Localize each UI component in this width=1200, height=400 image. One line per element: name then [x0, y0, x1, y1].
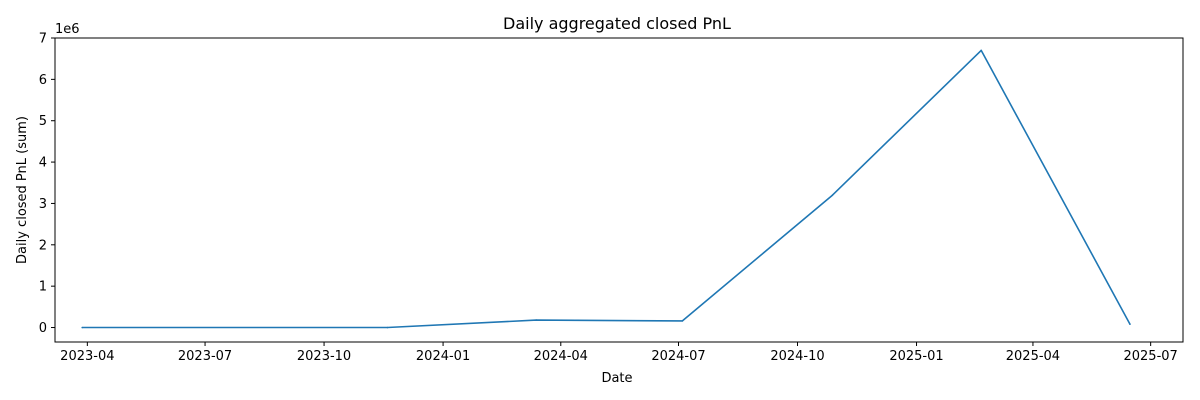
- x-tick-label: 2025-04: [1006, 349, 1060, 364]
- x-tick-label: 2025-01: [889, 349, 943, 364]
- y-tick-label: 4: [39, 156, 47, 171]
- x-axis-ticks: 2023-04 2023-07 2023-10 2024-01 2024-04 2024-…: [60, 342, 1178, 364]
- y-axis-offset-label: 1e6: [55, 22, 80, 37]
- y-tick-label: 1: [39, 280, 47, 295]
- chart-title: Daily aggregated closed PnL: [503, 14, 731, 33]
- data-point: [831, 194, 834, 196]
- y-tick-label: 2: [39, 238, 47, 253]
- data-point: [386, 326, 389, 329]
- x-tick-label: 2024-01: [416, 349, 470, 364]
- data-point: [81, 326, 83, 329]
- y-tick-label: 5: [39, 114, 47, 129]
- x-axis-label: Date: [601, 371, 632, 386]
- x-tick-label: 2024-07: [651, 349, 705, 364]
- data-point: [980, 49, 983, 52]
- x-tick-label: 2023-10: [297, 349, 351, 364]
- data-point: [535, 319, 538, 321]
- y-tick-label: 3: [39, 197, 47, 212]
- data-point: [1129, 323, 1131, 326]
- x-tick-label: 2023-07: [178, 349, 232, 364]
- y-axis-ticks: 0 1 2 3 4 5 6 7: [39, 32, 55, 336]
- plot-area-frame: [54, 37, 1184, 343]
- x-tick-label: 2024-10: [770, 349, 824, 364]
- y-tick-label: 0: [39, 321, 47, 336]
- y-axis-label: Daily closed PnL (sum): [15, 116, 30, 264]
- series-line: [82, 49, 1131, 329]
- y-tick-label: 7: [39, 32, 47, 47]
- x-tick-label: 2023-04: [60, 349, 114, 364]
- x-tick-label: 2025-07: [1123, 349, 1177, 364]
- y-tick-label: 6: [39, 73, 47, 88]
- x-tick-label: 2024-04: [534, 349, 588, 364]
- data-point: [681, 320, 684, 322]
- series-layer: [81, 49, 1131, 329]
